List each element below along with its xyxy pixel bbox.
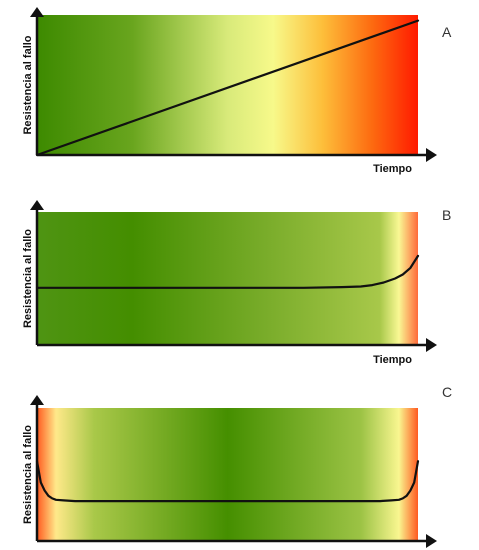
y-axis-title: Resistencia al fallo	[22, 425, 34, 524]
y-axis-arrow	[30, 395, 44, 405]
series-line	[35, 254, 420, 289]
chart-panel-a: Resistencia al fallo Tiempo A	[22, 7, 452, 175]
y-axis-arrow	[30, 7, 44, 17]
chart-panel-c: Resistencia al fallo C	[22, 384, 452, 548]
panel-label: C	[442, 384, 452, 400]
series-line	[35, 19, 420, 157]
panel-label: B	[442, 207, 451, 223]
y-axis-title: Resistencia al fallo	[22, 229, 34, 328]
plot-background	[37, 408, 418, 541]
x-axis-arrow	[426, 338, 437, 352]
chart-panel-b: Resistencia al fallo Tiempo B	[22, 200, 451, 366]
series-line	[35, 460, 420, 503]
y-axis-arrow	[30, 200, 44, 210]
plot-background	[37, 212, 418, 345]
panel-label: A	[442, 24, 452, 40]
x-axis-arrow	[426, 148, 437, 162]
y-axis-title: Resistencia al fallo	[22, 35, 34, 134]
x-axis-title: Tiempo	[373, 163, 412, 175]
x-axis-title: Tiempo	[373, 354, 412, 366]
x-axis-arrow	[426, 534, 437, 548]
